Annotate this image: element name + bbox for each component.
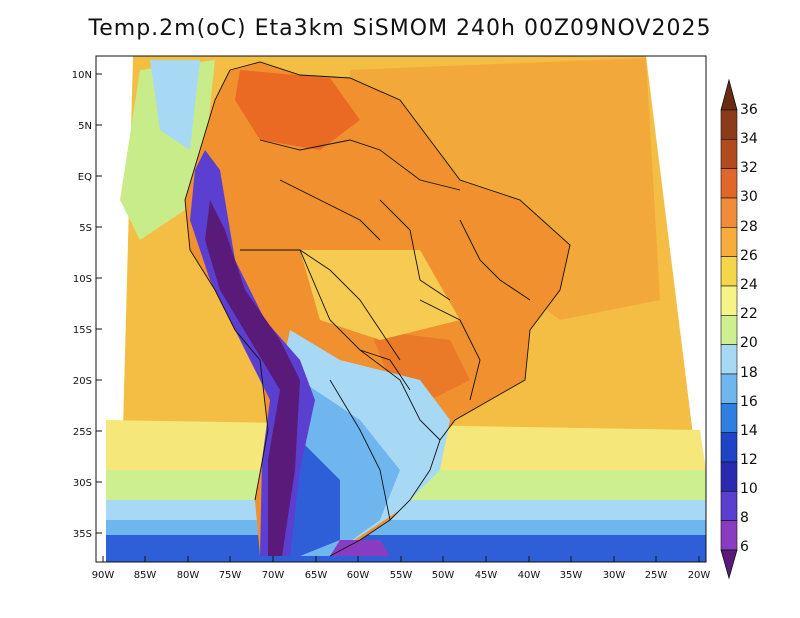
lat-label: 35S bbox=[73, 529, 92, 540]
lat-label: 25S bbox=[73, 427, 92, 438]
lon-label: 80W bbox=[177, 570, 200, 581]
colorbar-label: 14 bbox=[740, 423, 758, 439]
colorbar-label: 20 bbox=[740, 335, 758, 351]
colorbar-label: 26 bbox=[740, 248, 758, 264]
field-warm-atlantic bbox=[350, 58, 660, 320]
lat-label: 15S bbox=[73, 325, 92, 336]
colorbar-label: 24 bbox=[740, 277, 758, 293]
lon-label: 40W bbox=[518, 570, 541, 581]
lat-label: 10S bbox=[73, 274, 92, 285]
border-paraguay bbox=[359, 349, 441, 441]
colorbar-swatch bbox=[720, 315, 738, 345]
lon-axis: 90W 85W 80W 75W 70W 65W 60W 55W 50W 45W … bbox=[92, 556, 711, 581]
lat-label: 30S bbox=[73, 478, 92, 489]
lat-label: 20S bbox=[73, 376, 92, 387]
colorbar-swatch bbox=[720, 285, 738, 316]
lat-label: EQ bbox=[78, 172, 92, 183]
lon-label: 70W bbox=[262, 570, 285, 581]
lon-label: 35W bbox=[560, 570, 583, 581]
colorbar-label: 12 bbox=[740, 452, 758, 468]
lat-label: 5S bbox=[79, 223, 92, 234]
boundaries bbox=[184, 61, 571, 557]
colorbar-label: 28 bbox=[740, 219, 758, 235]
colorbar-bottom-arrow bbox=[720, 549, 738, 580]
field-south-blue2 bbox=[106, 520, 706, 535]
colorbar: 36 34 32 30 28 26 24 22 20 18 16 14 12 1… bbox=[720, 78, 758, 580]
colorbar-swatch bbox=[720, 403, 738, 433]
border-argentina bbox=[329, 379, 391, 521]
colorbar-swatch bbox=[720, 344, 738, 375]
coastline bbox=[184, 61, 571, 557]
lon-label: 90W bbox=[92, 570, 115, 581]
colorbar-label: 34 bbox=[740, 131, 758, 147]
border-brazil-north bbox=[259, 139, 461, 191]
colorbar-swatch bbox=[720, 227, 738, 257]
lon-label: 50W bbox=[432, 570, 455, 581]
colorbar-swatch bbox=[720, 256, 738, 287]
temperature-field bbox=[106, 56, 706, 562]
lon-label: 75W bbox=[219, 570, 242, 581]
field-andes-core bbox=[205, 200, 300, 556]
lat-label: 10N bbox=[72, 70, 92, 81]
field-patagonia bbox=[330, 540, 390, 556]
lon-label: 20W bbox=[688, 570, 711, 581]
lat-axis: 10N 5N EQ 5S 10S 15S 20S 25S 30S 35S bbox=[72, 70, 102, 540]
field-center-yellow bbox=[300, 250, 460, 340]
colorbar-label: 16 bbox=[740, 394, 758, 410]
border-states-4 bbox=[279, 179, 381, 241]
colorbar-swatch bbox=[720, 520, 738, 551]
lon-label: 85W bbox=[134, 570, 157, 581]
field-pacific-cool bbox=[150, 60, 200, 150]
field-hot-north bbox=[235, 70, 360, 150]
lon-label: 55W bbox=[390, 570, 413, 581]
lon-label: 25W bbox=[645, 570, 668, 581]
colorbar-swatches bbox=[720, 109, 738, 551]
colorbar-label: 22 bbox=[740, 306, 758, 322]
colorbar-label: 10 bbox=[740, 481, 758, 497]
colorbar-swatch bbox=[720, 461, 738, 492]
border-brazil-west bbox=[240, 249, 401, 361]
lon-label: 45W bbox=[475, 570, 498, 581]
colorbar-label: 32 bbox=[740, 160, 758, 176]
colorbar-top-arrow bbox=[720, 78, 738, 111]
colorbar-swatch bbox=[720, 109, 738, 140]
colorbar-label: 18 bbox=[740, 365, 758, 381]
colorbar-swatch bbox=[720, 432, 738, 463]
border-states-1 bbox=[379, 199, 451, 301]
lon-label: 30W bbox=[603, 570, 626, 581]
colorbar-label: 30 bbox=[740, 189, 758, 205]
colorbar-label: 36 bbox=[740, 102, 758, 118]
map-title: Temp.2m(oC) Eta3km SiSMOM 240h 00Z09NOV2… bbox=[88, 16, 712, 41]
border-states-3 bbox=[419, 299, 481, 401]
colorbar-swatch bbox=[720, 139, 738, 169]
colorbar-swatch bbox=[720, 491, 738, 521]
lon-label: 65W bbox=[305, 570, 328, 581]
colorbar-swatch bbox=[720, 373, 738, 404]
lat-label: 5N bbox=[78, 121, 92, 132]
border-states-2 bbox=[459, 219, 531, 301]
field-south-blue3 bbox=[106, 535, 706, 562]
colorbar-swatch bbox=[720, 197, 738, 228]
colorbar-swatch bbox=[720, 168, 738, 199]
colorbar-label: 8 bbox=[740, 510, 749, 526]
lon-label: 60W bbox=[347, 570, 370, 581]
colorbar-label: 6 bbox=[740, 539, 749, 555]
